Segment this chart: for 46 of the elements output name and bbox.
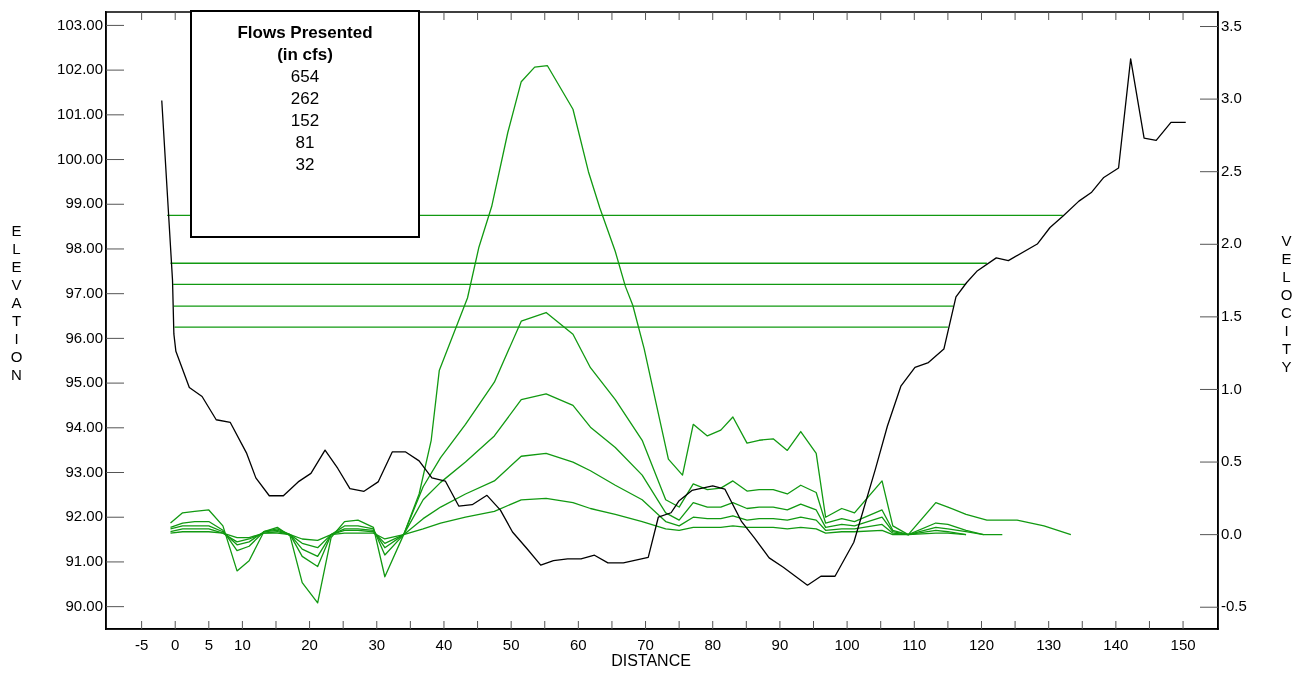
y-tick-label: 94.00 xyxy=(65,417,103,435)
x-tick-label: 60 xyxy=(570,636,587,654)
y2-tick-label: 1.0 xyxy=(1221,379,1242,397)
x-tick-label: 40 xyxy=(435,636,453,654)
x-tick-label: 0 xyxy=(171,636,180,654)
x-tick-label: 70 xyxy=(637,636,654,654)
y-tick-label: 96.00 xyxy=(65,328,103,346)
y2-axis-title: VELOCITY xyxy=(1278,232,1295,376)
x-tick-label: 20 xyxy=(301,636,318,654)
x-tick-label: 110 xyxy=(902,636,927,654)
y2-tick-label: 0.0 xyxy=(1221,524,1242,542)
y2-tick-label: 2.5 xyxy=(1221,161,1242,179)
x-tick-label: -5 xyxy=(134,636,149,654)
x-tick-label: 30 xyxy=(368,636,386,654)
y2-tick-label: 3.0 xyxy=(1221,89,1242,107)
x-tick-label: 10 xyxy=(234,636,251,654)
x-tick-label: 50 xyxy=(502,636,520,654)
y-tick-label: 99.00 xyxy=(65,194,103,212)
x-tick-label: 120 xyxy=(968,636,995,654)
y2-tick-label: 3.5 xyxy=(1221,16,1242,34)
y-tick-label: 101.00 xyxy=(57,104,103,122)
x-tick-label: 80 xyxy=(704,636,722,654)
y-tick-label: 100.00 xyxy=(57,149,103,167)
x-tick-label: 140 xyxy=(1103,636,1129,654)
y2-tick-label: -0.5 xyxy=(1221,597,1247,615)
y-tick-label: 93.00 xyxy=(65,462,103,480)
annotation: Flows Presented (in cfs) 654 262 152 81 32 xyxy=(236,22,374,176)
y-tick-label: 90.00 xyxy=(65,596,103,614)
y-tick-label: 98.00 xyxy=(65,239,103,257)
x-tick-label: 130 xyxy=(1036,636,1062,654)
y-tick-label: 91.00 xyxy=(65,552,103,570)
x-tick-label: 150 xyxy=(1170,636,1196,654)
y-tick-label: 103.00 xyxy=(57,15,103,33)
y-tick-label: 97.00 xyxy=(65,283,103,301)
y2-tick-label: 0.5 xyxy=(1221,452,1242,470)
y2-tick-label: 1.5 xyxy=(1221,307,1242,325)
y2-tick-label: 2.0 xyxy=(1221,234,1242,252)
x-tick-label: 90 xyxy=(771,636,789,654)
x-tick-label: 100 xyxy=(834,636,860,654)
x-axis-title: DISTANCE xyxy=(610,652,692,670)
x-tick-label: 5 xyxy=(204,636,213,654)
y-tick-label: 102.00 xyxy=(57,60,103,78)
note-box: Flows Presented (in cfs) 654 262 152 81 32 xyxy=(190,10,420,238)
y-axis-title: ELEVATION xyxy=(8,222,25,384)
y-tick-label: 95.00 xyxy=(65,373,103,391)
y-tick-label: 92.00 xyxy=(65,507,103,525)
